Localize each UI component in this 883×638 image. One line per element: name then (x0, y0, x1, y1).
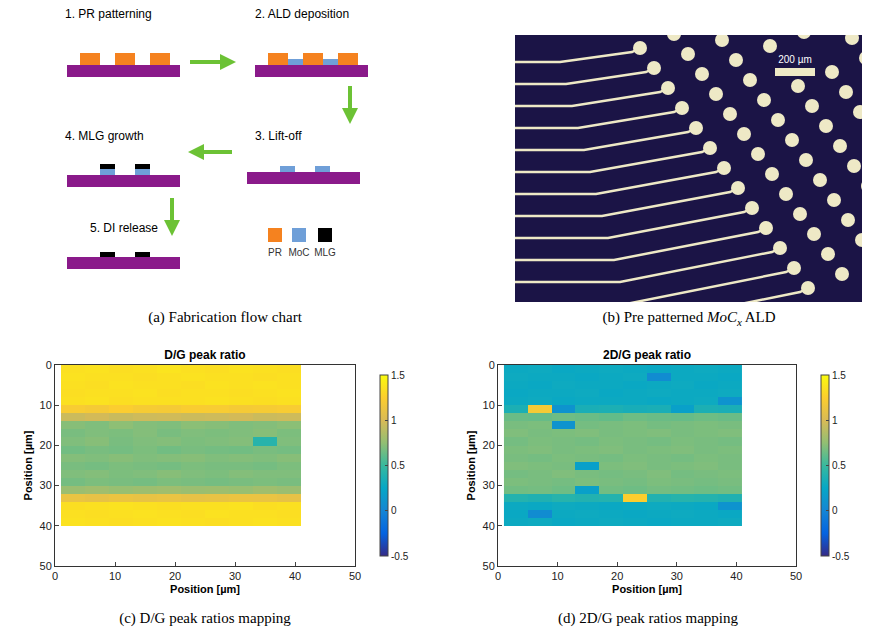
svg-text:40: 40 (40, 520, 52, 532)
svg-text:D/G peak ratio: D/G peak ratio (164, 348, 245, 362)
svg-text:0: 0 (52, 570, 58, 582)
svg-text:20: 20 (169, 570, 181, 582)
svg-text:10: 10 (109, 570, 121, 582)
svg-text:1: 1 (391, 415, 397, 426)
svg-text:Position [µm]: Position [µm] (612, 583, 682, 595)
svg-text:-0.5: -0.5 (832, 551, 850, 562)
svg-text:20: 20 (40, 439, 52, 451)
svg-text:40: 40 (730, 570, 742, 582)
svg-text:4. MLG growth: 4. MLG growth (65, 129, 144, 143)
svg-text:0: 0 (46, 359, 52, 371)
svg-text:0.5: 0.5 (832, 460, 846, 471)
svg-text:3. Lift-off: 3. Lift-off (255, 129, 302, 143)
svg-text:50: 50 (40, 560, 52, 572)
svg-text:PR: PR (268, 247, 282, 258)
svg-text:5. DI release: 5. DI release (90, 221, 158, 235)
svg-text:20: 20 (611, 570, 623, 582)
svg-text:10: 10 (483, 399, 495, 411)
svg-text:MoC: MoC (288, 247, 309, 258)
svg-text:30: 30 (229, 570, 241, 582)
svg-text:Position [µm]: Position [µm] (465, 430, 477, 500)
svg-text:10: 10 (551, 570, 563, 582)
svg-text:0.5: 0.5 (391, 460, 405, 471)
svg-text:Position [µm]: Position [µm] (170, 583, 240, 595)
svg-text:MLG: MLG (314, 247, 336, 258)
svg-text:50: 50 (483, 560, 495, 572)
svg-text:0: 0 (495, 570, 501, 582)
svg-text:40: 40 (483, 520, 495, 532)
svg-text:(a) Fabrication flow chart: (a) Fabrication flow chart (148, 309, 303, 326)
svg-text:1.5: 1.5 (832, 370, 846, 381)
svg-text:50: 50 (349, 570, 361, 582)
svg-text:10: 10 (40, 399, 52, 411)
html-text:(c) D/G peak ratios mapping: (c) D/G peak ratios mapping (119, 610, 291, 626)
svg-text:2. ALD deposition: 2. ALD deposition (255, 7, 349, 21)
svg-text:1.5: 1.5 (391, 370, 405, 381)
svg-text:30: 30 (40, 479, 52, 491)
svg-text:0: 0 (832, 505, 838, 516)
svg-text:1: 1 (832, 415, 838, 426)
svg-text:30: 30 (671, 570, 683, 582)
svg-text:30: 30 (483, 479, 495, 491)
svg-text:-0.5: -0.5 (391, 551, 409, 562)
svg-text:Position [µm]: Position [µm] (22, 430, 34, 500)
svg-text:200 µm: 200 µm (778, 54, 812, 65)
svg-text:20: 20 (483, 439, 495, 451)
html-text:(d) 2D/G peak ratios mapping: (d) 2D/G peak ratios mapping (558, 610, 738, 626)
svg-text:0: 0 (391, 505, 397, 516)
svg-text:1. PR patterning: 1. PR patterning (65, 7, 152, 21)
svg-text:2D/G peak ratio: 2D/G peak ratio (603, 348, 691, 362)
svg-text:(b) Pre patterned MoCx ALD: (b) Pre patterned MoCx ALD (602, 309, 775, 328)
svg-text:50: 50 (790, 570, 802, 582)
svg-text:40: 40 (289, 570, 301, 582)
svg-text:0: 0 (489, 359, 495, 371)
